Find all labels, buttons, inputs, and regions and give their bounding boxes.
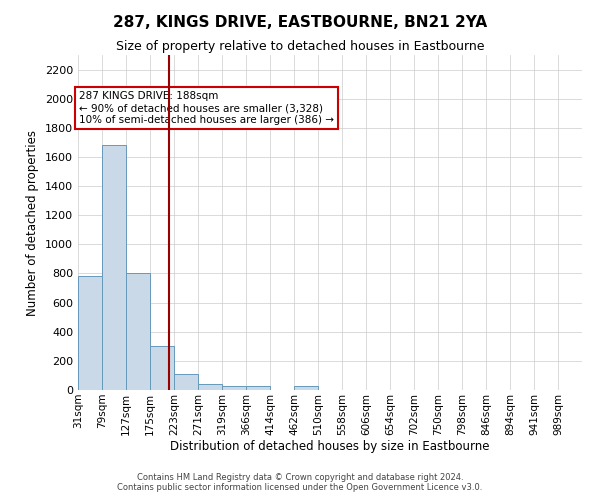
X-axis label: Distribution of detached houses by size in Eastbourne: Distribution of detached houses by size … (170, 440, 490, 454)
Bar (126, 274, 150, 390)
Bar (198, 384, 222, 390)
Bar (174, 374, 198, 390)
Bar (246, 386, 270, 390)
Bar (102, 146, 126, 390)
Bar (222, 386, 246, 390)
Text: 287, KINGS DRIVE, EASTBOURNE, BN21 2YA: 287, KINGS DRIVE, EASTBOURNE, BN21 2YA (113, 15, 487, 30)
Text: Contains HM Land Registry data © Crown copyright and database right 2024.
Contai: Contains HM Land Registry data © Crown c… (118, 473, 482, 492)
Bar (78, 276, 102, 390)
Y-axis label: Number of detached properties: Number of detached properties (26, 130, 40, 316)
Bar (150, 346, 174, 390)
Text: Size of property relative to detached houses in Eastbourne: Size of property relative to detached ho… (116, 40, 484, 53)
Bar (294, 386, 318, 390)
Text: 287 KINGS DRIVE: 188sqm
← 90% of detached houses are smaller (3,328)
10% of semi: 287 KINGS DRIVE: 188sqm ← 90% of detache… (79, 92, 334, 124)
